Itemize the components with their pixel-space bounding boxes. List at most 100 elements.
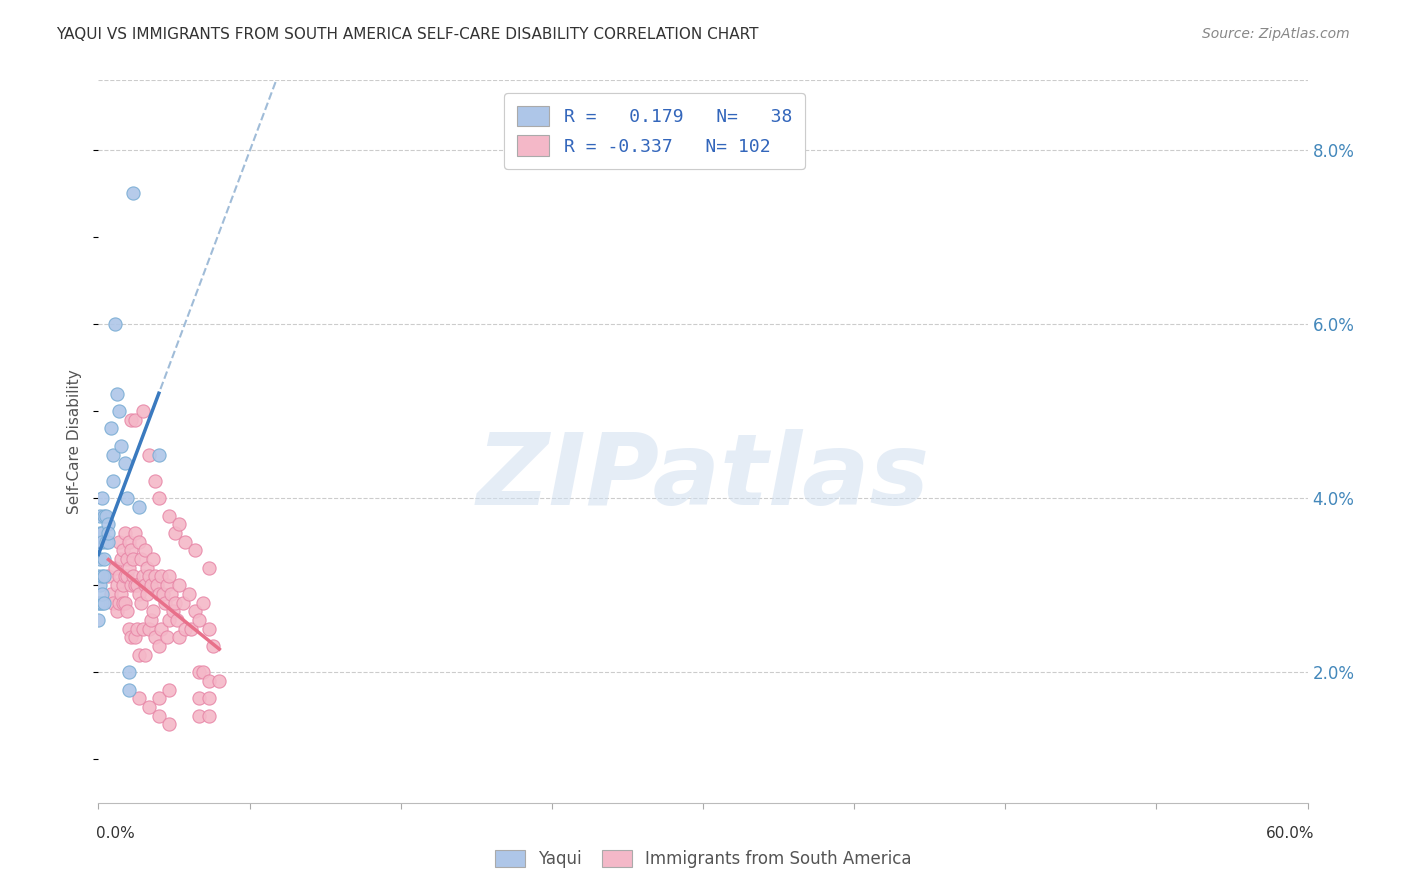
- Point: [100, 587, 122, 601]
- Point: [139, 613, 162, 627]
- Point: [87, 613, 110, 627]
- Point: [146, 578, 169, 592]
- Text: 0.0%: 0.0%: [96, 827, 135, 841]
- Point: [163, 525, 186, 540]
- Point: [124, 578, 146, 592]
- Point: [121, 186, 143, 201]
- Point: [97, 534, 120, 549]
- Point: [132, 569, 155, 583]
- Text: ZIPatlas: ZIPatlas: [477, 429, 929, 526]
- Point: [184, 543, 207, 558]
- Point: [118, 682, 141, 697]
- Point: [120, 631, 142, 645]
- Point: [138, 569, 160, 583]
- Point: [89, 534, 111, 549]
- Point: [157, 613, 180, 627]
- Point: [89, 552, 111, 566]
- Point: [179, 587, 201, 601]
- Point: [193, 665, 215, 680]
- Point: [198, 691, 221, 706]
- Point: [184, 604, 207, 618]
- Point: [156, 578, 179, 592]
- Point: [148, 708, 170, 723]
- Point: [202, 639, 225, 653]
- Point: [97, 525, 120, 540]
- Point: [148, 639, 170, 653]
- Point: [87, 596, 110, 610]
- Point: [118, 622, 141, 636]
- Point: [118, 534, 141, 549]
- Point: [105, 386, 128, 401]
- Point: [167, 631, 190, 645]
- Point: [148, 491, 170, 505]
- Point: [96, 534, 118, 549]
- Point: [89, 578, 111, 592]
- Point: [87, 569, 110, 583]
- Point: [93, 596, 115, 610]
- Point: [128, 648, 150, 662]
- Text: YAQUI VS IMMIGRANTS FROM SOUTH AMERICA SELF-CARE DISABILITY CORRELATION CHART: YAQUI VS IMMIGRANTS FROM SOUTH AMERICA S…: [56, 27, 759, 42]
- Point: [111, 578, 134, 592]
- Point: [111, 596, 134, 610]
- Point: [110, 439, 132, 453]
- Point: [198, 708, 221, 723]
- Point: [188, 691, 211, 706]
- Point: [107, 534, 129, 549]
- Point: [101, 474, 124, 488]
- Point: [174, 534, 197, 549]
- Point: [132, 622, 155, 636]
- Point: [128, 500, 150, 514]
- Point: [97, 517, 120, 532]
- Point: [138, 622, 160, 636]
- Point: [101, 596, 124, 610]
- Point: [163, 596, 186, 610]
- Point: [142, 552, 165, 566]
- Point: [107, 596, 129, 610]
- Point: [142, 604, 165, 618]
- Point: [128, 691, 150, 706]
- Point: [115, 491, 138, 505]
- Point: [135, 561, 157, 575]
- Point: [143, 569, 166, 583]
- Point: [105, 578, 128, 592]
- Point: [124, 525, 146, 540]
- Point: [167, 517, 190, 532]
- Point: [129, 596, 152, 610]
- Point: [121, 569, 143, 583]
- Point: [124, 413, 146, 427]
- Point: [167, 578, 190, 592]
- Point: [134, 578, 156, 592]
- Point: [149, 622, 172, 636]
- Point: [157, 682, 180, 697]
- Point: [120, 543, 142, 558]
- Point: [115, 569, 138, 583]
- Point: [111, 543, 134, 558]
- Point: [138, 448, 160, 462]
- Point: [125, 622, 148, 636]
- Point: [148, 448, 170, 462]
- Point: [139, 578, 162, 592]
- Point: [132, 404, 155, 418]
- Y-axis label: Self-Care Disability: Self-Care Disability: [67, 369, 83, 514]
- Point: [110, 552, 132, 566]
- Point: [89, 596, 111, 610]
- Point: [128, 587, 150, 601]
- Point: [89, 508, 111, 523]
- Point: [134, 648, 156, 662]
- Point: [103, 561, 125, 575]
- Point: [114, 456, 136, 470]
- Point: [89, 525, 111, 540]
- Point: [91, 525, 114, 540]
- Point: [118, 561, 141, 575]
- Legend: R =   0.179   N=   38, R = -0.337   N= 102: R = 0.179 N= 38, R = -0.337 N= 102: [505, 93, 804, 169]
- Point: [91, 569, 114, 583]
- Point: [124, 631, 146, 645]
- Point: [97, 569, 120, 583]
- Point: [148, 691, 170, 706]
- Point: [93, 508, 115, 523]
- Point: [121, 552, 143, 566]
- Point: [118, 665, 141, 680]
- Point: [115, 552, 138, 566]
- Point: [156, 631, 179, 645]
- Point: [91, 534, 114, 549]
